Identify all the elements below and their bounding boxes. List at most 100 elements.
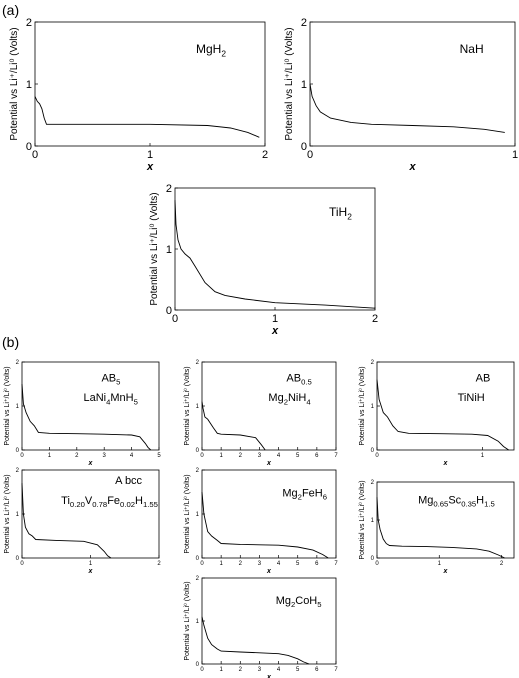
y-tick-label: 2: [26, 17, 32, 29]
x-axis-label: x: [266, 568, 272, 575]
panel-tag-b: (b): [2, 334, 19, 350]
x-axis-label: x: [88, 568, 94, 575]
compound-label-part: 4: [106, 397, 111, 406]
y-tick-label: 1: [16, 512, 20, 518]
compound-label-part: 0.20: [70, 500, 85, 509]
structure-type-label: TiH2: [329, 205, 352, 222]
compound-label-part: 2: [284, 397, 288, 406]
y-tick-label: 1: [196, 404, 200, 410]
compound-label-part: H: [135, 495, 143, 507]
x-tick-label: 1: [147, 149, 153, 161]
x-tick-label: 3: [103, 453, 107, 459]
y-tick-label: 2: [371, 360, 375, 366]
x-tick-label: 3: [258, 561, 262, 567]
y-axis-label: Potential vs Li⁺/Li⁰ (Volts): [183, 366, 191, 445]
y-tick-label: 1: [371, 404, 375, 410]
compound-label-part: Fe: [107, 495, 120, 507]
y-tick-label: 0: [16, 448, 20, 454]
y-tick-label: 0: [301, 141, 307, 153]
x-tick-label: 7: [334, 561, 338, 567]
structure-type-label-part: 5: [116, 378, 120, 387]
compound-label-part: 6: [323, 493, 327, 502]
data-line: [201, 401, 266, 451]
y-axis-label: Potential vs Li⁺/Li⁰ (Volts): [183, 581, 191, 660]
structure-type-label-part: NaH: [460, 42, 484, 56]
x-tick-label: 2: [500, 561, 504, 567]
y-tick-label: 1: [26, 79, 32, 91]
x-tick-label: 4: [130, 453, 134, 459]
compound-label-part: 0.78: [92, 500, 107, 509]
structure-type-label: A bcc: [115, 475, 142, 487]
compound-label-part: LaNi: [83, 392, 106, 404]
data-line: [376, 379, 509, 451]
compound-label-part: 0.35: [461, 500, 476, 509]
compound-label: Mg2NiH4: [268, 392, 311, 406]
x-tick-label: 0: [307, 149, 313, 161]
x-tick-label: 1: [438, 561, 442, 567]
structure-type-label: MgH2: [196, 42, 226, 59]
compound-label-part: CoH: [295, 595, 317, 607]
data-line: [201, 616, 310, 665]
compound-label-part: 2: [291, 600, 295, 609]
y-tick-label: 0: [16, 556, 20, 562]
x-tick-label: 0: [200, 453, 204, 459]
x-tick-label: 7: [334, 453, 338, 459]
x-axis-label: x: [271, 325, 279, 337]
structure-type-label-part: AB: [101, 372, 116, 384]
chart-ti_bcc: 0 1 2 0 1 2 x Potential vs Li⁺/Li⁰ (Volts) A bcc…: [3, 468, 161, 575]
x-axis-label: x: [266, 460, 272, 467]
y-tick-label: 1: [16, 404, 20, 410]
compound-label-part: 0.65: [433, 500, 448, 509]
x-tick-label: 5: [296, 561, 300, 567]
compound-label: Mg2FeH6: [282, 487, 327, 501]
structure-type-label: AB0.5: [286, 372, 311, 386]
x-tick-label: 0: [172, 313, 178, 325]
structure-type-label-part: AB: [286, 372, 301, 384]
chart-lani4mnh5: 0 1 2 0 1 2 3 4 5 x Potential vs Li⁺/Li⁰ (Volts) AB…: [3, 360, 161, 467]
x-tick-label: 5: [157, 453, 161, 459]
x-tick-label: 0: [200, 561, 204, 567]
x-axis-label: x: [408, 161, 416, 173]
y-tick-label: 2: [196, 468, 200, 474]
compound-label-part: 2: [298, 493, 302, 502]
chart-mgsch: 0 1 2 0 1 2 x Potential vs Li⁺/Li⁰ (Volts) Mg0.6…: [358, 480, 515, 575]
compound-label-part: Ti: [61, 495, 70, 507]
y-axis-label: Potential vs Li⁺/Li⁰ (Volts): [284, 27, 295, 140]
structure-type-label: AB5: [101, 372, 120, 386]
y-tick-label: 2: [301, 17, 307, 29]
compound-label-part: 5: [134, 397, 138, 406]
data-line: [34, 96, 260, 138]
x-tick-label: 6: [315, 667, 319, 673]
compound-label: Mg2CoH5: [276, 595, 322, 609]
y-tick-label: 0: [196, 662, 200, 668]
compound-label: Ti0.20V0.78Fe0.02H1.55: [61, 495, 158, 509]
y-axis-label: Potential vs Li⁺/Li⁰ (Volts): [9, 27, 20, 140]
compound-label-part: Mg: [268, 392, 283, 404]
y-tick-label: 0: [371, 448, 375, 454]
y-axis-label: Potential vs Li⁺/Li⁰ (Volts): [358, 366, 366, 445]
structure-type-label-part: 2: [221, 49, 226, 59]
x-tick-label: 1: [219, 453, 223, 459]
x-tick-label: 0: [20, 561, 24, 567]
x-axis-label: x: [443, 568, 449, 575]
compound-label-part: 0.02: [120, 500, 135, 509]
plot-frame: [309, 21, 516, 147]
y-tick-label: 2: [166, 183, 172, 195]
compound-label-part: Mg: [276, 595, 291, 607]
structure-type-label-part: MgH: [196, 42, 221, 56]
y-tick-label: 0: [196, 556, 200, 562]
plot-frame: [34, 21, 266, 147]
y-axis-label: Potential vs Li⁺/Li⁰ (Volts): [3, 474, 11, 553]
x-tick-label: 0: [20, 453, 24, 459]
y-tick-label: 2: [371, 480, 375, 486]
structure-type-label-part: 0.5: [301, 378, 312, 387]
structure-type-label-part: AB: [476, 372, 491, 384]
x-tick-label: 0: [200, 667, 204, 673]
y-axis-label: Potential vs Li⁺/Li⁰ (Volts): [183, 474, 191, 553]
compound-label-part: Mg: [282, 487, 297, 499]
y-tick-label: 0: [166, 305, 172, 317]
x-tick-label: 2: [157, 561, 161, 567]
y-tick-label: 1: [196, 619, 200, 625]
